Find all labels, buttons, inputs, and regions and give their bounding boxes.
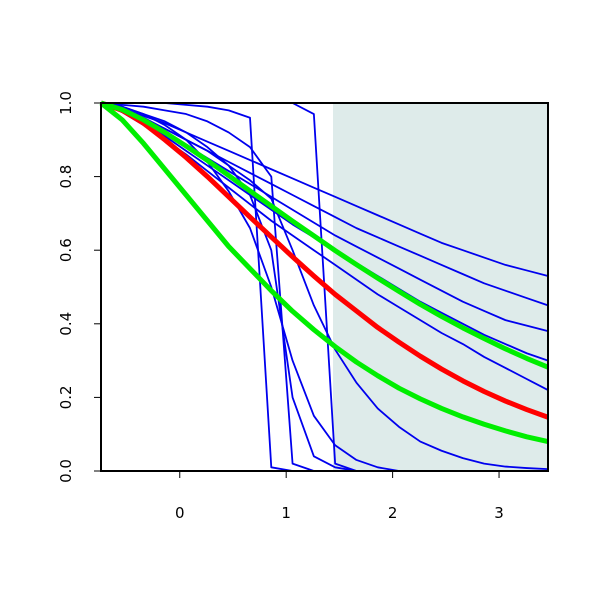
x-tick-label: 2: [388, 504, 398, 522]
x-tick-label: 0: [175, 504, 185, 522]
curve: [100, 102, 549, 471]
y-tick-label: 1.0: [57, 91, 75, 115]
curve: [100, 100, 549, 420]
y-tick-label: 0.2: [57, 385, 75, 409]
curve: [99, 101, 549, 444]
x-tick-label: 1: [281, 504, 291, 522]
plot-frame: [100, 102, 549, 472]
y-tick-label: 0.8: [57, 165, 75, 189]
y-tick-label: 0.6: [57, 238, 75, 262]
y-tick-label: 0.4: [57, 312, 75, 336]
shaded-region: [333, 103, 548, 471]
x-tick-label: 3: [494, 504, 504, 522]
y-tick-label: 0.0: [57, 459, 75, 483]
curve: [100, 100, 549, 370]
